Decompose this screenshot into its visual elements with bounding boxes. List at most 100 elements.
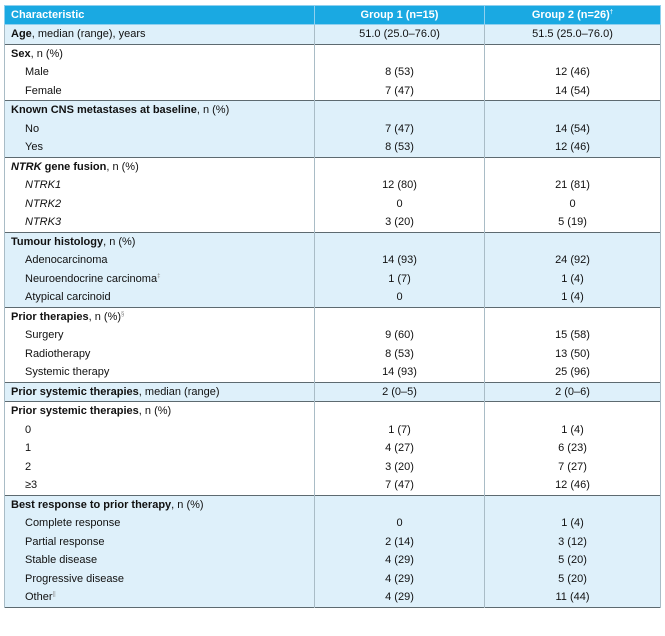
header-row: Characteristic Group 1 (n=15) Group 2 (n… bbox=[4, 5, 661, 25]
row-group2: 1 (4) bbox=[484, 514, 661, 533]
row-group2: 2 (0–6) bbox=[484, 382, 661, 402]
row-label: Yes bbox=[4, 138, 315, 157]
row-label: Stable disease bbox=[4, 551, 315, 570]
row-label: NTRK2 bbox=[4, 194, 315, 213]
table-row: Radiotherapy 8 (53) 13 (50) bbox=[4, 344, 661, 363]
section-heading-row: Prior therapies, n (%)§ bbox=[4, 307, 661, 326]
ntrk-fusion-heading: NTRK gene fusion, n (%) bbox=[4, 157, 315, 176]
row-label: ≥3 bbox=[4, 476, 315, 495]
row-group1: 4 (29) bbox=[314, 551, 485, 570]
table-row: Surgery 9 (60) 15 (58) bbox=[4, 326, 661, 345]
row-group2: 0 bbox=[484, 194, 661, 213]
prior-therapies-section: Prior therapies, n (%)§ Surgery 9 (60) 1… bbox=[4, 307, 661, 382]
row-group2: 5 (20) bbox=[484, 569, 661, 588]
row-label: Partial response bbox=[4, 532, 315, 551]
row-group1: 14 (93) bbox=[314, 363, 485, 382]
age-row: Age, median (range), years 51.0 (25.0–76… bbox=[4, 24, 661, 44]
row-label: No bbox=[4, 119, 315, 138]
table-row: Adenocarcinoma 14 (93) 24 (92) bbox=[4, 251, 661, 270]
table-row: NTRK2 0 0 bbox=[4, 194, 661, 213]
row-group2: 24 (92) bbox=[484, 251, 661, 270]
row-label: 0 bbox=[4, 420, 315, 439]
row-group1: 4 (29) bbox=[314, 588, 485, 607]
row-group2: 1 (4) bbox=[484, 420, 661, 439]
row-label: Surgery bbox=[4, 326, 315, 345]
row-group2: 12 (46) bbox=[484, 63, 661, 82]
row-group2: 1 (4) bbox=[484, 269, 661, 288]
row-group1: 8 (53) bbox=[314, 344, 485, 363]
ntrk-fusion-section: NTRK gene fusion, n (%) NTRK1 12 (80) 21… bbox=[4, 157, 661, 232]
section-heading-row: Tumour histology, n (%) bbox=[4, 232, 661, 251]
row-group1: 9 (60) bbox=[314, 326, 485, 345]
row-group1: 4 (29) bbox=[314, 569, 485, 588]
section-heading-row: Known CNS metastases at baseline, n (%) bbox=[4, 100, 661, 120]
table-row: Partial response 2 (14) 3 (12) bbox=[4, 532, 661, 551]
section-heading-row: Prior systemic therapies, n (%) bbox=[4, 401, 661, 421]
cns-section: Known CNS metastases at baseline, n (%) … bbox=[4, 100, 661, 157]
table-row: 2 3 (20) 7 (27) bbox=[4, 457, 661, 476]
row-group2: 5 (19) bbox=[484, 213, 661, 232]
age-label: Age, median (range), years bbox=[4, 24, 315, 44]
header-characteristic: Characteristic bbox=[4, 5, 315, 25]
age-group2: 51.5 (25.0–76.0) bbox=[484, 24, 661, 44]
row-group2: 25 (96) bbox=[484, 363, 661, 382]
row-label: Radiotherapy bbox=[4, 344, 315, 363]
row-group1: 3 (20) bbox=[314, 457, 485, 476]
row-group1: 4 (27) bbox=[314, 439, 485, 458]
row-group2: 15 (58) bbox=[484, 326, 661, 345]
row-label: Neuroendocrine carcinoma‡ bbox=[4, 269, 315, 288]
table-row: Atypical carcinoid 0 1 (4) bbox=[4, 288, 661, 307]
prior-systemic-median-section: Prior systemic therapies, median (range)… bbox=[4, 382, 661, 402]
sex-heading: Sex, n (%) bbox=[4, 44, 315, 63]
row-group1: 7 (47) bbox=[314, 476, 485, 495]
row-group2: 21 (81) bbox=[484, 176, 661, 195]
row-label: Complete response bbox=[4, 514, 315, 533]
row-group2: 3 (12) bbox=[484, 532, 661, 551]
row-group1: 3 (20) bbox=[314, 213, 485, 232]
row-group1: 0 bbox=[314, 194, 485, 213]
row-label: Atypical carcinoid bbox=[4, 288, 315, 307]
table-row: Male 8 (53) 12 (46) bbox=[4, 63, 661, 82]
row-group1: 7 (47) bbox=[314, 81, 485, 101]
row-group2: 7 (27) bbox=[484, 457, 661, 476]
table-row: 1 4 (27) 6 (23) bbox=[4, 439, 661, 458]
row-label: Female bbox=[4, 81, 315, 101]
prior-systemic-median-label: Prior systemic therapies, median (range) bbox=[4, 382, 315, 402]
best-response-heading: Best response to prior therapy, n (%) bbox=[4, 495, 315, 514]
row-group1: 1 (7) bbox=[314, 420, 485, 439]
footnote-mark: § bbox=[121, 311, 125, 318]
table-row: 0 1 (7) 1 (4) bbox=[4, 420, 661, 439]
row-group1: 14 (93) bbox=[314, 251, 485, 270]
table-row: No 7 (47) 14 (54) bbox=[4, 119, 661, 138]
prior-systemic-median-row: Prior systemic therapies, median (range)… bbox=[4, 382, 661, 402]
row-label: Other|| bbox=[4, 588, 315, 607]
histology-heading: Tumour histology, n (%) bbox=[4, 232, 315, 251]
age-section: Age, median (range), years 51.0 (25.0–76… bbox=[4, 24, 661, 44]
row-label: Adenocarcinoma bbox=[4, 251, 315, 270]
row-group1: 2 (14) bbox=[314, 532, 485, 551]
table-row: Stable disease 4 (29) 5 (20) bbox=[4, 551, 661, 570]
row-group2: 5 (20) bbox=[484, 551, 661, 570]
header-group1: Group 1 (n=15) bbox=[314, 5, 485, 25]
histology-section: Tumour histology, n (%) Adenocarcinoma 1… bbox=[4, 232, 661, 307]
row-group2: 13 (50) bbox=[484, 344, 661, 363]
prior-systemic-count-section: Prior systemic therapies, n (%) 0 1 (7) … bbox=[4, 401, 661, 495]
row-label: NTRK1 bbox=[4, 176, 315, 195]
header-group2: Group 2 (n=26)† bbox=[484, 5, 661, 25]
row-label: 2 bbox=[4, 457, 315, 476]
table-row: Neuroendocrine carcinoma‡ 1 (7) 1 (4) bbox=[4, 269, 661, 288]
row-group1: 0 bbox=[314, 288, 485, 307]
row-group1: 7 (47) bbox=[314, 119, 485, 138]
row-group1: 8 (53) bbox=[314, 63, 485, 82]
row-group1: 12 (80) bbox=[314, 176, 485, 195]
row-label: Progressive disease bbox=[4, 569, 315, 588]
prior-systemic-count-heading: Prior systemic therapies, n (%) bbox=[4, 401, 315, 421]
row-label: Male bbox=[4, 63, 315, 82]
row-group2: 6 (23) bbox=[484, 439, 661, 458]
row-group2: 11 (44) bbox=[484, 588, 661, 607]
table-row: NTRK3 3 (20) 5 (19) bbox=[4, 213, 661, 232]
age-group1: 51.0 (25.0–76.0) bbox=[314, 24, 485, 44]
footnote-mark: || bbox=[52, 591, 56, 598]
row-label: NTRK3 bbox=[4, 213, 315, 232]
row-group2: 12 (46) bbox=[484, 138, 661, 157]
